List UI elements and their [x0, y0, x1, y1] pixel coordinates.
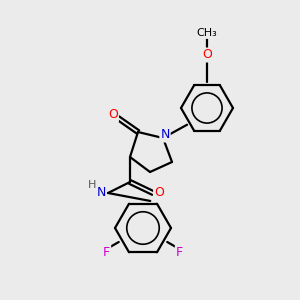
Text: O: O [202, 49, 212, 62]
Text: O: O [154, 187, 164, 200]
Text: H: H [88, 180, 96, 190]
Text: F: F [176, 245, 183, 259]
Text: N: N [160, 128, 170, 142]
Text: N: N [96, 185, 106, 199]
Text: F: F [103, 245, 110, 259]
Text: CH₃: CH₃ [196, 28, 218, 38]
Text: O: O [108, 109, 118, 122]
